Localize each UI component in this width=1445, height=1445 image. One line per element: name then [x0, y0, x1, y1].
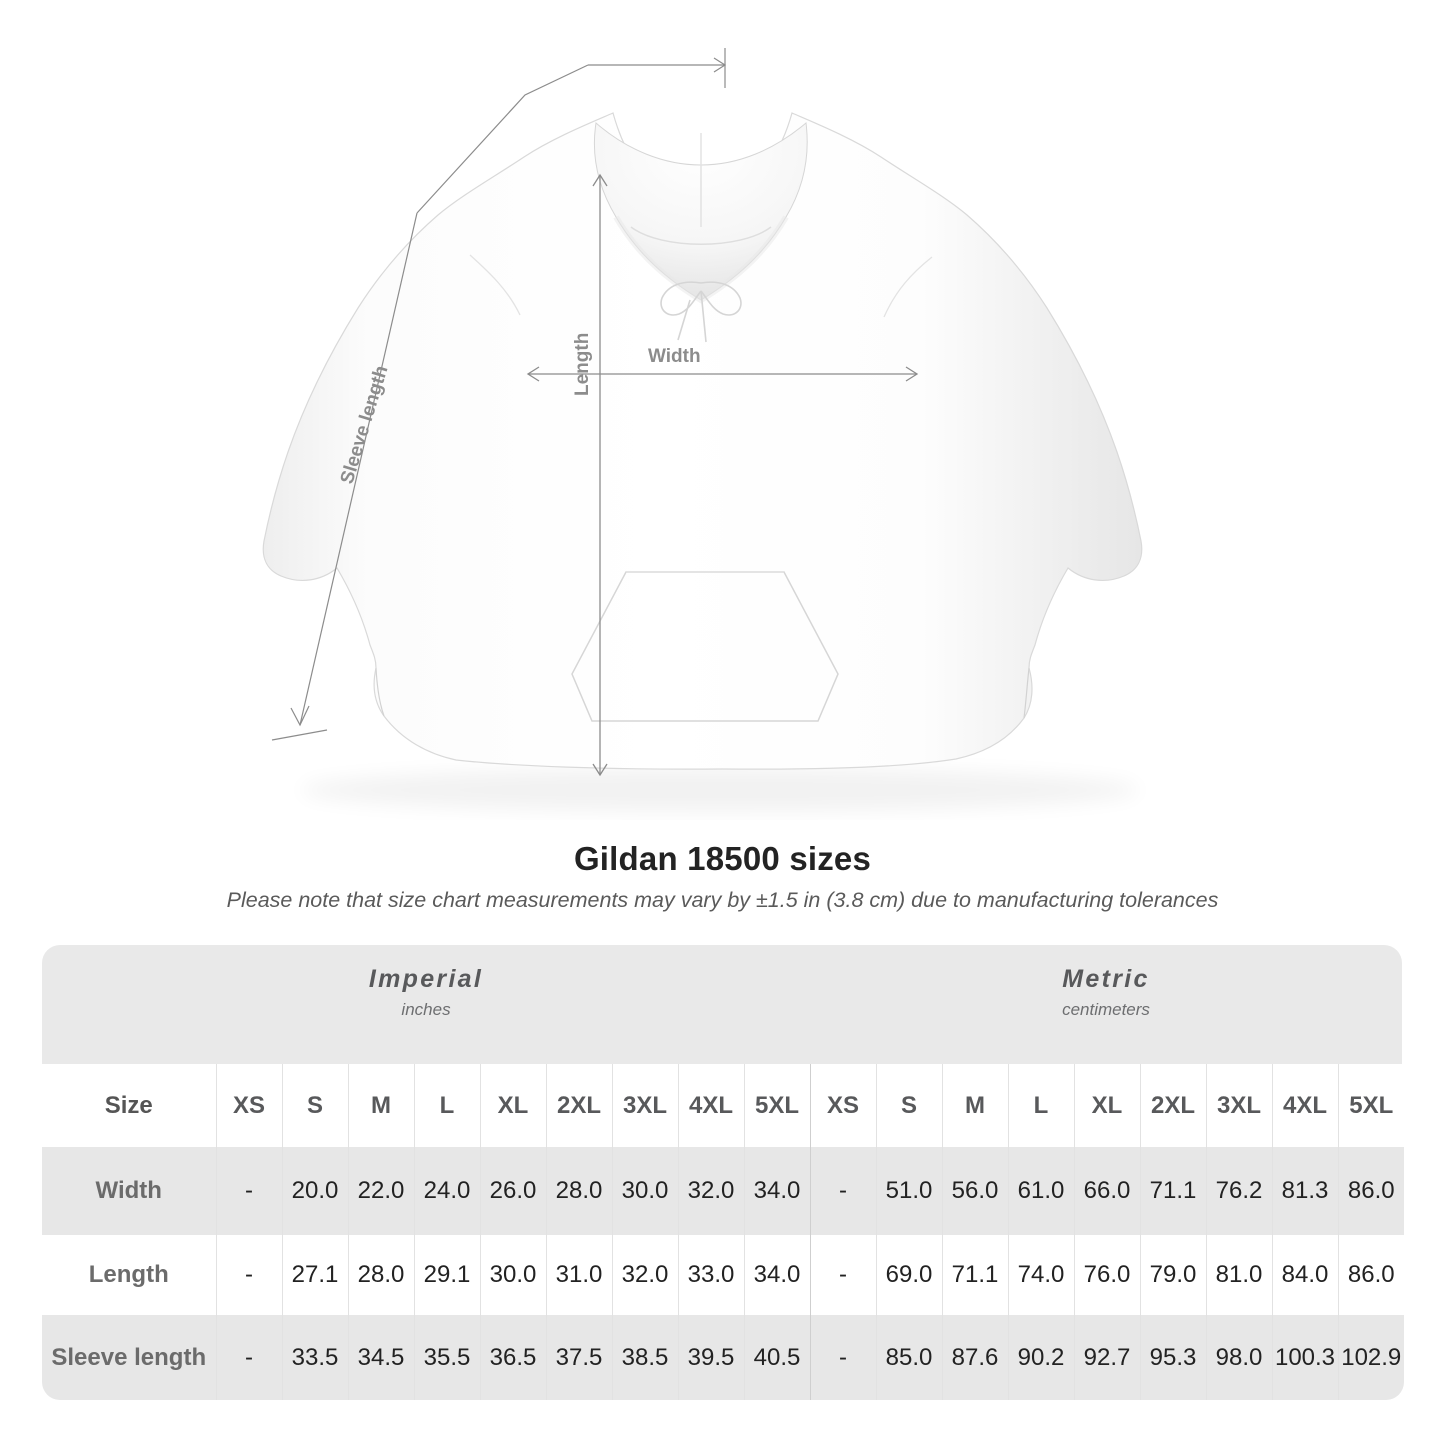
svg-text:Sleeve length: Sleeve length [337, 363, 393, 486]
svg-text:Width: Width [648, 346, 701, 367]
svg-text:Length: Length [572, 333, 593, 396]
